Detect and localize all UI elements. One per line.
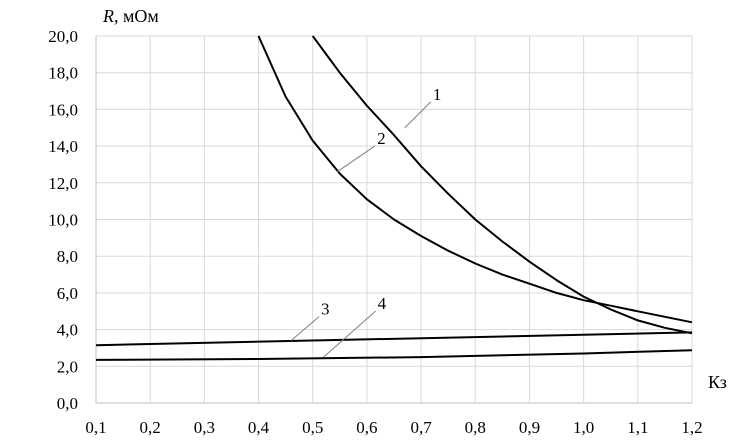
- series-layer: [95, 35, 693, 361]
- y-tick-label: 16,0: [48, 100, 78, 119]
- y-tick-label: 0,0: [57, 394, 78, 413]
- x-tick-label: 0,1: [85, 418, 106, 437]
- y-tick-label: 20,0: [48, 27, 78, 46]
- x-tick-label: 0,5: [302, 418, 323, 437]
- y-tick-label: 2,0: [57, 357, 78, 376]
- y-axis-symbol: R: [102, 6, 114, 26]
- y-axis-title: R, мОм: [102, 6, 159, 26]
- series-3-line: [95, 331, 693, 347]
- y-tick-label: 4,0: [57, 321, 78, 340]
- x-axis-title: Кз: [708, 372, 727, 392]
- series-1-line: [311, 35, 693, 335]
- curve-4-label: 4: [378, 294, 387, 313]
- x-tick-label: 0,8: [465, 418, 486, 437]
- x-tick-label: 1,0: [573, 418, 594, 437]
- y-axis-unit: , мОм: [114, 6, 159, 26]
- curve-3-leader: [290, 316, 320, 341]
- series-4-line: [95, 349, 693, 361]
- curve-labels: 1 2 3 4: [290, 85, 442, 358]
- grid-lines: [96, 35, 693, 403]
- x-tick-label: 0,7: [410, 418, 432, 437]
- x-tick-label: 0,9: [519, 418, 540, 437]
- x-tick-label: 0,6: [356, 418, 377, 437]
- x-tick-label: 1,1: [627, 418, 648, 437]
- x-tick-label: 0,4: [248, 418, 270, 437]
- y-tick-label: 14,0: [48, 137, 78, 156]
- curve-1-leader: [404, 101, 432, 129]
- x-tick-label: 0,2: [140, 418, 161, 437]
- y-tick-label: 8,0: [57, 247, 78, 266]
- y-tick-label: 10,0: [48, 211, 78, 230]
- curve-3-label: 3: [321, 300, 330, 319]
- x-tick-label: 0,3: [194, 418, 215, 437]
- curve-4-leader: [323, 310, 376, 358]
- curve-2-label: 2: [377, 129, 386, 148]
- y-tick-label: 18,0: [48, 64, 78, 83]
- curve-2-leader: [336, 145, 376, 173]
- curve-1-label: 1: [433, 85, 442, 104]
- y-tick-label: 12,0: [48, 174, 78, 193]
- x-tick-label: 1,2: [681, 418, 702, 437]
- series-2-line: [257, 35, 693, 324]
- axes: [95, 36, 692, 404]
- tick-labels: 0,1 0,2 0,3 0,4 0,5 0,6 0,7 0,8 0,9 1,0 1,1 1,2 0,0 2…: [48, 27, 702, 437]
- y-tick-label: 6,0: [57, 284, 78, 303]
